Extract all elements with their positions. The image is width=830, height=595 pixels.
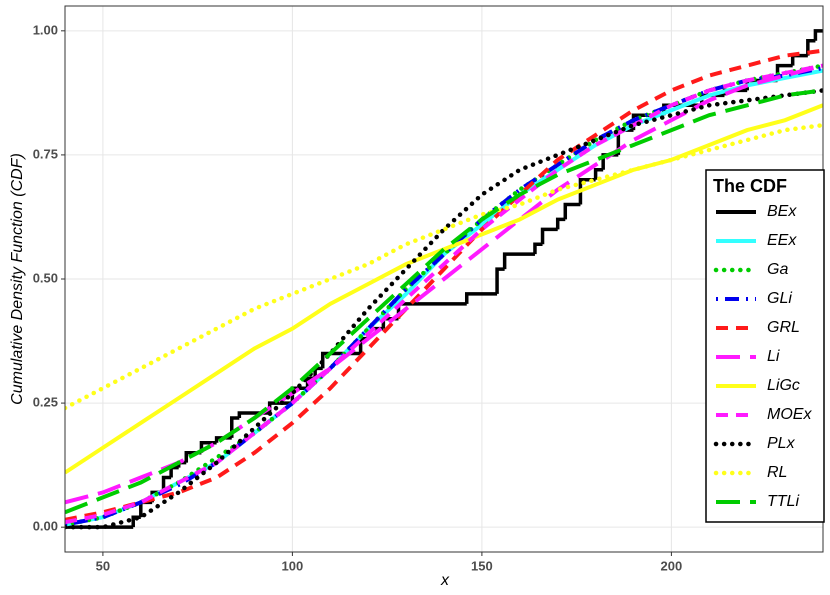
step-segment (813, 29, 823, 41)
legend-box (705, 169, 825, 523)
x-tick-label: 100 (282, 558, 304, 573)
legend-label: GRL (767, 319, 800, 336)
y-tick-label: 0.50 (33, 270, 58, 285)
legend-label: Li (767, 348, 780, 365)
x-tick-label: 150 (471, 558, 493, 573)
x-tick-label: 200 (661, 558, 683, 573)
step-segment (555, 217, 566, 230)
legend-label: PLx (767, 435, 796, 452)
legend-label: Ga (767, 261, 788, 278)
cdf-line (65, 48, 823, 522)
legend-title: The CDF (713, 176, 787, 196)
legend-label: RL (767, 464, 787, 481)
legend-label: LiGc (767, 377, 800, 394)
y-tick-label: 0.75 (33, 146, 58, 161)
step-segment (563, 202, 581, 220)
step-segment (502, 252, 535, 270)
y-axis-title: Cumulative Density Function (CDF) (9, 153, 26, 405)
cdf-line (65, 103, 823, 475)
y-tick-label: 0.00 (33, 519, 58, 534)
cdf-line (65, 63, 823, 505)
legend-label: MOEx (767, 406, 812, 423)
legend: The CDF BEx EEx Ga GLi GRL Li LiGc MOEx PLx RL TTL… (705, 169, 825, 523)
x-axis-title: x (440, 572, 450, 589)
legend-label: TTLi (767, 493, 799, 510)
legend-label: BEx (767, 203, 797, 220)
cdf-line (65, 63, 823, 525)
cdf-line (65, 66, 823, 527)
step-segment (533, 242, 543, 255)
step-segment (495, 267, 505, 294)
y-tick-label: 1.00 (33, 22, 58, 37)
cdf-line (65, 122, 823, 411)
step-segment (540, 227, 558, 245)
step-segment (464, 292, 498, 304)
cdf-line (65, 63, 823, 527)
y-tick-label: 0.25 (33, 395, 58, 410)
legend-label: GLi (767, 290, 792, 307)
step-segment (161, 475, 172, 493)
legend-label: EEx (767, 232, 797, 249)
cdf-line (65, 88, 823, 530)
cdf-line (65, 88, 823, 515)
step-segment (593, 168, 604, 180)
x-tick-label: 50 (96, 558, 110, 573)
